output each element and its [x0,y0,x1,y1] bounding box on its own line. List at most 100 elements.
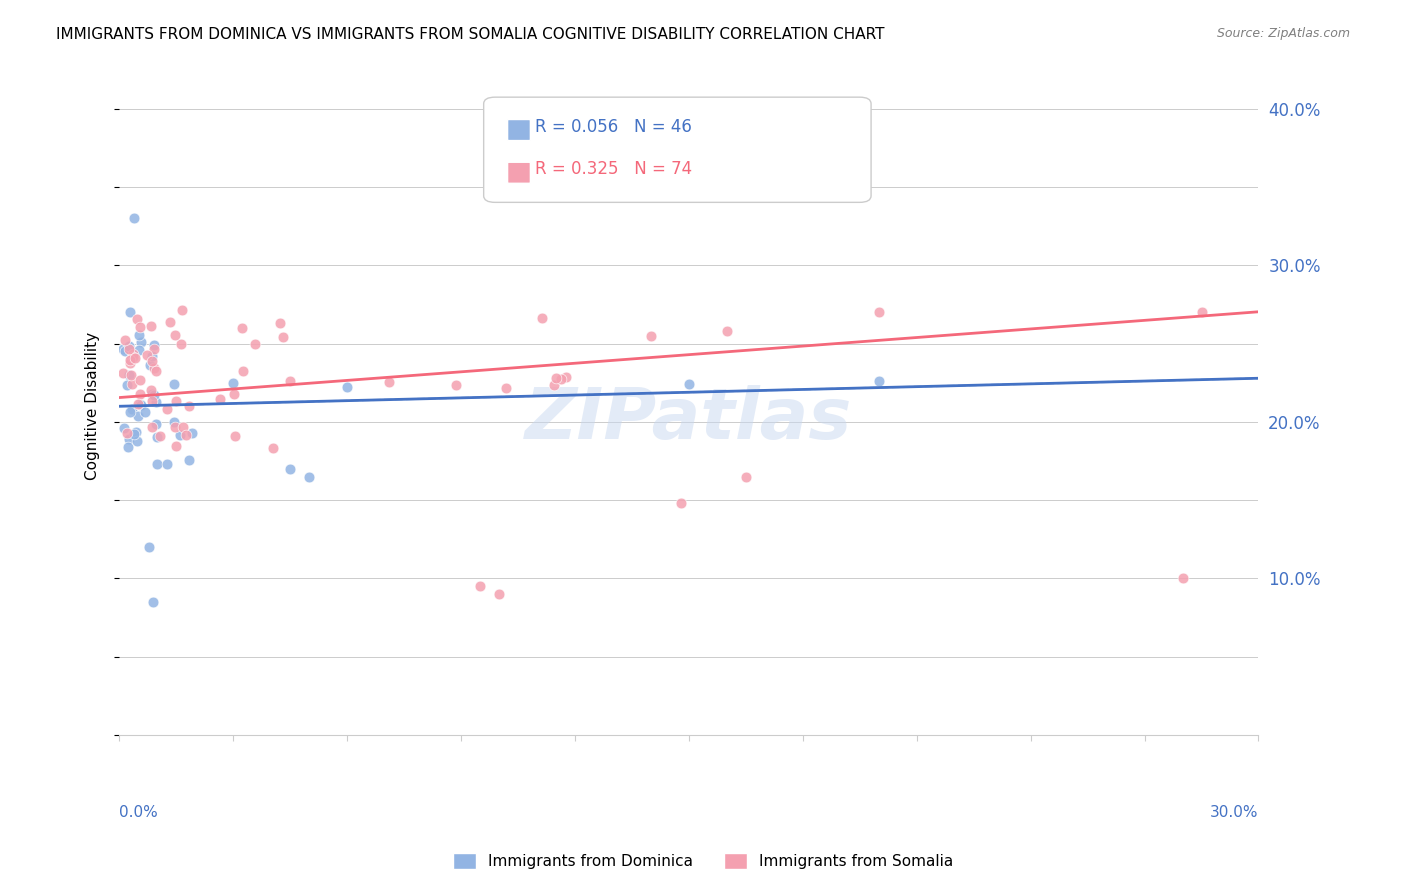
Point [172,420,194,434]
Point [444,377,467,392]
Point [734,469,756,483]
Point [231,320,253,334]
Point [269,316,291,330]
Point [115,377,138,392]
Point [145,417,167,431]
Point [120,368,142,382]
FancyBboxPatch shape [508,120,530,141]
Point [122,347,145,361]
Point [149,429,172,443]
Point [550,372,572,386]
Point [121,377,143,392]
Text: 30.0%: 30.0% [1211,805,1258,821]
Point [165,394,187,409]
Point [868,305,890,319]
Point [128,397,150,411]
Point [163,415,186,429]
Point [176,427,198,442]
Point [118,356,141,370]
Point [716,324,738,338]
Point [298,469,321,483]
Point [145,364,167,378]
Point [640,328,662,343]
Point [117,339,139,353]
Point [128,320,150,334]
Point [1191,305,1213,319]
Point [111,343,134,357]
Point [139,383,162,397]
Point [112,366,135,380]
Point [544,370,567,384]
Point [868,374,890,388]
Point [170,302,193,317]
Point [145,457,167,471]
Point [278,374,301,388]
Point [128,343,150,358]
Point [141,318,163,333]
Point [112,421,135,435]
Point [232,364,254,378]
Point [336,380,359,394]
Point [114,343,136,358]
Point [169,428,191,442]
Point [243,337,266,351]
Point [141,393,163,408]
Point [278,462,301,476]
Legend: Immigrants from Dominica, Immigrants from Somalia: Immigrants from Dominica, Immigrants fro… [447,847,959,875]
Point [117,440,139,454]
Point [122,427,145,442]
Point [156,458,179,472]
Point [208,392,231,406]
Point [177,399,200,413]
Point [127,397,149,411]
Point [142,595,165,609]
Point [129,398,152,412]
Point [177,453,200,467]
Point [224,429,246,443]
Point [156,401,179,416]
Point [146,430,169,444]
Point [224,386,246,401]
Point [118,432,141,446]
Point [163,376,186,391]
Point [131,335,153,350]
Point [555,370,578,384]
Point [170,337,193,351]
Point [142,343,165,357]
Point [114,333,136,347]
Text: 0.0%: 0.0% [120,805,157,821]
Point [127,434,149,449]
Point [273,330,295,344]
Point [122,211,145,226]
Point [141,387,163,401]
Point [1171,571,1194,585]
Point [377,375,399,389]
Point [129,387,152,401]
FancyBboxPatch shape [508,162,530,183]
Text: ZIPatlas: ZIPatlas [524,384,852,454]
Point [159,315,181,329]
Point [488,587,510,601]
Point [128,327,150,342]
Point [163,420,186,434]
Point [120,405,142,419]
Point [120,352,142,367]
Point [181,425,204,440]
Text: R = 0.056   N = 46: R = 0.056 N = 46 [534,118,692,136]
Point [134,404,156,418]
Point [143,338,166,352]
Point [122,350,145,364]
Point [127,409,149,423]
Point [121,402,143,417]
FancyBboxPatch shape [484,97,872,202]
Point [141,420,163,434]
Point [141,349,163,363]
Point [138,540,160,554]
Point [129,373,152,387]
Text: Source: ZipAtlas.com: Source: ZipAtlas.com [1216,27,1350,40]
Point [118,342,141,356]
Point [141,354,163,368]
Point [145,394,167,409]
Point [120,305,142,319]
Point [495,380,517,394]
